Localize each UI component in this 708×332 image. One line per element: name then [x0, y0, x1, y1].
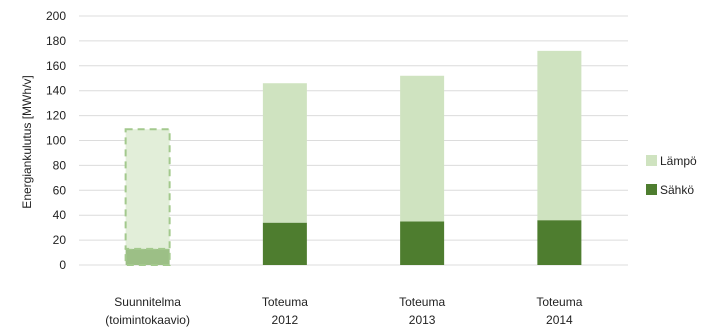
x-category-label: Suunnitelma — [114, 295, 181, 309]
y-tick-label: 60 — [53, 183, 67, 197]
bar-lämpö — [400, 75, 445, 222]
bars — [124, 50, 582, 267]
x-category-label: 2014 — [546, 313, 573, 327]
y-tick-label: 180 — [46, 34, 66, 48]
bar-sähkö — [400, 221, 445, 265]
x-category-label: Toteuma — [262, 295, 308, 309]
x-axis-categories: Suunnitelma (toimintokaavio) Toteuma 2012 To… — [105, 295, 582, 327]
legend-swatch-sähkö — [646, 184, 657, 195]
bar-lämpö — [262, 83, 307, 223]
bar-lämpö — [124, 128, 171, 250]
y-tick-label: 40 — [53, 208, 67, 222]
legend-label-sähkö: Sähkö — [660, 183, 694, 197]
gridlines — [79, 15, 628, 266]
y-tick-label: 0 — [59, 258, 66, 272]
y-axis-title: Energiankulutus [MWh/v] — [20, 75, 34, 208]
x-category-label: Toteuma — [399, 295, 445, 309]
legend-swatch-lämpö — [646, 155, 657, 166]
bar-lämpö — [537, 50, 582, 221]
legend: Lämpö Sähkö — [646, 154, 697, 197]
bar-sähkö — [262, 222, 307, 265]
bar-sähkö — [124, 247, 171, 267]
y-tick-label: 200 — [46, 9, 66, 23]
y-tick-label: 140 — [46, 84, 66, 98]
y-tick-label: 120 — [46, 109, 66, 123]
y-tick-label: 160 — [46, 59, 66, 73]
legend-label-lämpö: Lämpö — [660, 154, 697, 168]
x-category-label: 2012 — [272, 313, 299, 327]
y-tick-label: 20 — [53, 233, 67, 247]
y-tick-label: 100 — [46, 134, 66, 148]
x-category-label: Toteuma — [536, 295, 582, 309]
bar-sähkö — [537, 220, 582, 265]
x-category-label: 2013 — [409, 313, 436, 327]
y-axis-ticks: 0 20 40 60 80 100 120 140 160 180 200 — [46, 9, 66, 272]
y-tick-label: 80 — [53, 158, 67, 172]
x-category-label: (toimintokaavio) — [105, 313, 190, 327]
